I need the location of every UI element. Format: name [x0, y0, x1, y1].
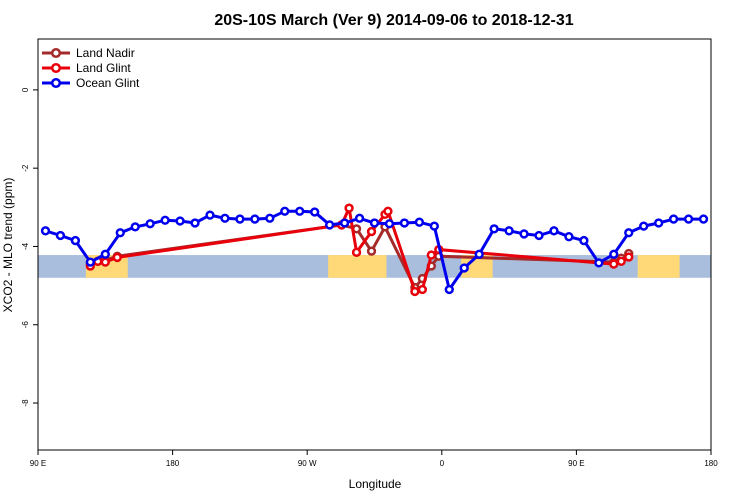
data-point — [504, 226, 514, 236]
data-point — [384, 219, 395, 229]
chart-title: 20S-10S March (Ver 9) 2014-09-06 to 2018… — [214, 12, 573, 29]
data-point — [112, 252, 122, 263]
data-point — [609, 249, 619, 259]
data-point — [145, 219, 155, 229]
x-tick-label: 0 — [440, 459, 445, 468]
data-point — [130, 222, 140, 232]
data-point — [639, 221, 649, 231]
data-point — [100, 249, 110, 259]
data-point — [698, 214, 709, 224]
data-point — [417, 284, 428, 295]
data-point — [474, 249, 484, 259]
data-point — [444, 284, 454, 295]
data-point — [160, 215, 170, 225]
data-point — [295, 206, 305, 216]
data-point — [609, 259, 619, 269]
data-point — [410, 286, 420, 297]
data-point — [85, 257, 95, 267]
data-point — [459, 263, 469, 273]
x-tick-label: 90 E — [568, 459, 584, 468]
y-axis: 0 -2 -4 -6 -8 — [21, 87, 38, 407]
land-region-2 — [461, 255, 493, 278]
x-tick-label: 180 — [704, 459, 718, 468]
data-point — [534, 230, 544, 241]
data-point — [683, 214, 694, 224]
data-point — [369, 218, 380, 228]
data-point — [654, 218, 664, 228]
data-point — [366, 226, 377, 237]
y-tick-label: -4 — [21, 242, 30, 250]
data-point — [175, 216, 185, 226]
data-point — [351, 247, 362, 257]
data-point — [324, 220, 335, 230]
series-layer — [40, 202, 709, 297]
legend-marker — [50, 62, 62, 74]
data-point — [190, 218, 200, 228]
legend-marker — [50, 77, 62, 89]
data-point — [383, 206, 393, 216]
data-point — [70, 235, 81, 246]
legend-label: Land Glint — [76, 61, 131, 75]
data-point — [616, 256, 626, 266]
land-region-3 — [637, 255, 680, 278]
x-tick-label: 90 E — [30, 459, 46, 468]
data-point — [205, 210, 215, 220]
legend-label: Ocean Glint — [76, 76, 140, 90]
plot-frame — [37, 38, 712, 451]
data-point — [414, 217, 425, 227]
data-point — [366, 246, 377, 256]
data-point — [115, 228, 125, 238]
data-point — [220, 213, 230, 223]
data-point — [668, 214, 679, 224]
y-tick-label: -6 — [21, 321, 30, 329]
data-point — [250, 214, 260, 224]
data-point — [579, 235, 589, 246]
data-point — [399, 218, 410, 228]
data-point — [339, 218, 350, 228]
data-point — [426, 250, 436, 260]
data-point — [100, 257, 110, 267]
data-point — [55, 230, 66, 241]
data-point — [354, 213, 365, 223]
x-axis: 90 E 180 90 W 0 90 E 180 — [30, 450, 718, 468]
data-point — [40, 226, 51, 236]
data-point — [519, 229, 529, 239]
data-point — [624, 228, 634, 238]
land-region-1 — [328, 255, 387, 278]
data-point — [549, 226, 559, 236]
legend-label: Land Nadir — [76, 46, 135, 60]
data-point — [235, 214, 245, 224]
x-axis-label: Longitude — [349, 477, 402, 491]
data-point — [564, 232, 574, 242]
y-tick-label: 0 — [21, 87, 30, 92]
data-point — [280, 206, 290, 216]
data-point — [429, 221, 439, 231]
y-axis-label: XCO2 - MLO trend (ppm) — [1, 178, 15, 313]
data-point — [310, 207, 320, 217]
y-tick-label: -2 — [21, 164, 30, 172]
x-tick-label: 180 — [166, 459, 180, 468]
legend-marker — [50, 47, 62, 59]
data-point — [265, 213, 275, 223]
data-point — [344, 203, 354, 213]
data-point — [624, 252, 634, 262]
data-point — [489, 224, 499, 234]
y-tick-label: -8 — [21, 399, 30, 407]
data-point — [594, 258, 604, 268]
x-tick-label: 90 W — [298, 459, 317, 468]
